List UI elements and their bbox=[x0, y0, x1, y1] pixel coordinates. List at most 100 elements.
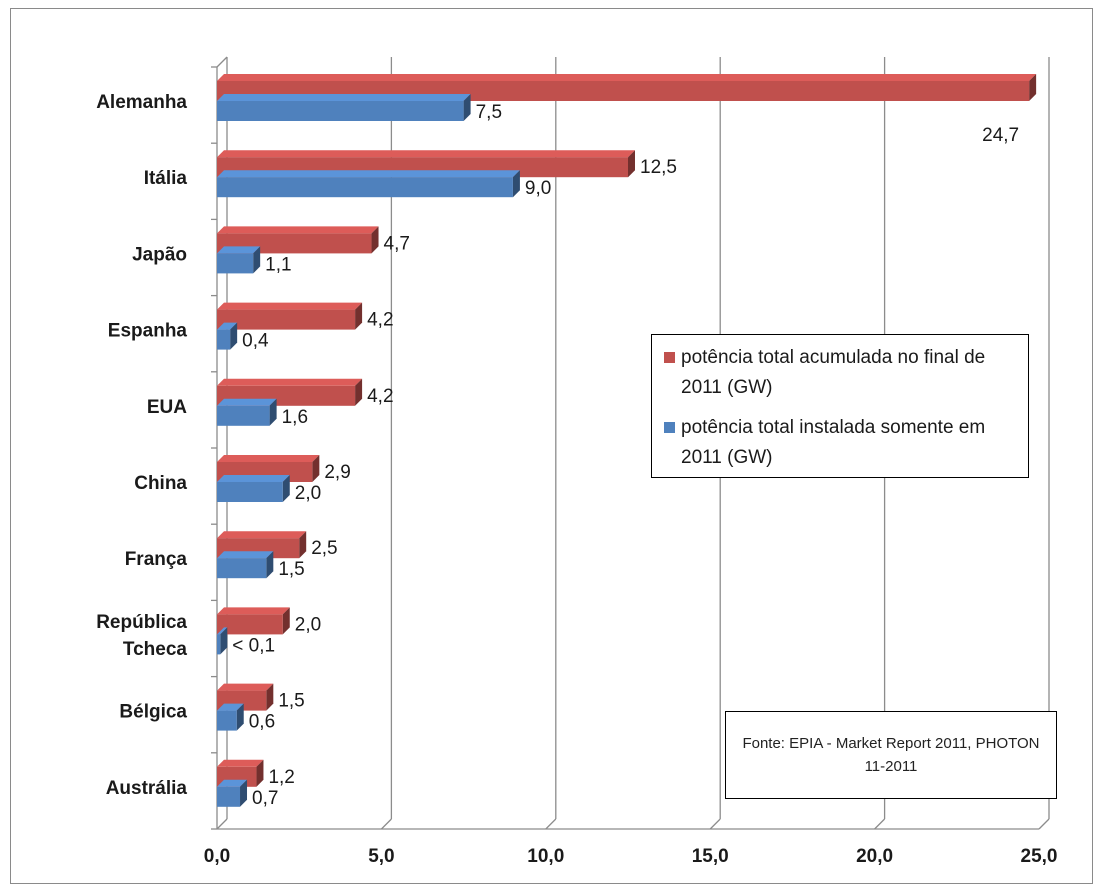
category-label: Austrália bbox=[106, 778, 188, 799]
bar-accumulated-top bbox=[217, 378, 363, 386]
bar-accumulated-side bbox=[355, 378, 363, 406]
bar-installed bbox=[217, 558, 267, 579]
category-label: Tcheca bbox=[123, 639, 188, 660]
bar-installed-top bbox=[217, 322, 238, 330]
bar-installed-top bbox=[217, 398, 277, 406]
data-label-accumulated: 1,2 bbox=[268, 767, 294, 788]
bar-accumulated-top bbox=[217, 531, 307, 539]
data-label-accumulated: 4,7 bbox=[384, 233, 410, 254]
category-label: Bélgica bbox=[119, 702, 187, 723]
bar-installed-side bbox=[236, 703, 244, 731]
bar-accumulated-side bbox=[282, 607, 290, 635]
x-tick-label: 0,0 bbox=[204, 846, 230, 867]
source-text: Fonte: EPIA - Market Report 2011, PHOTON… bbox=[742, 735, 1040, 775]
bar-accumulated-top bbox=[217, 150, 635, 158]
category-label: França bbox=[125, 549, 188, 570]
bar-installed bbox=[217, 253, 254, 274]
data-label-installed: 7,5 bbox=[476, 102, 502, 123]
bar-accumulated-top bbox=[217, 455, 320, 462]
gridline-floor bbox=[709, 818, 721, 830]
source-box: Fonte: EPIA - Market Report 2011, PHOTON… bbox=[725, 711, 1057, 799]
bar-installed-side bbox=[269, 398, 277, 426]
bar-installed bbox=[217, 177, 513, 198]
bar-installed-top bbox=[217, 627, 228, 635]
bar-accumulated-side bbox=[628, 150, 635, 178]
bar-installed-side bbox=[240, 779, 248, 807]
bar-accumulated bbox=[217, 309, 356, 330]
x-tick-label: 25,0 bbox=[1021, 846, 1058, 867]
data-label-installed: 2,0 bbox=[295, 483, 321, 504]
legend-swatch-installed bbox=[664, 422, 675, 433]
bar-installed-side bbox=[512, 170, 520, 198]
gridline-floor bbox=[874, 818, 886, 830]
bar-accumulated-side bbox=[1029, 74, 1037, 101]
category-label: Alemanha bbox=[96, 92, 187, 113]
bar-installed-side bbox=[463, 94, 471, 121]
bar-accumulated-side bbox=[266, 683, 274, 711]
bar-installed bbox=[217, 482, 283, 502]
category-label: República bbox=[96, 612, 187, 633]
bar-installed-top bbox=[217, 170, 520, 178]
bar-accumulated bbox=[217, 614, 283, 635]
category-label: China bbox=[134, 473, 187, 494]
bar-installed-side bbox=[282, 475, 290, 502]
bar-installed-top bbox=[217, 703, 244, 711]
category-label: Itália bbox=[144, 168, 188, 189]
bar-installed bbox=[217, 634, 221, 655]
data-label-accumulated: 4,2 bbox=[367, 386, 393, 407]
bar-installed-top bbox=[217, 779, 248, 787]
data-label-installed: 1,5 bbox=[278, 559, 304, 580]
bar-installed bbox=[217, 710, 237, 731]
data-label-installed: 1,1 bbox=[265, 254, 291, 275]
legend-label-installed: potência total instalada somente em 2011… bbox=[681, 417, 986, 468]
bar-installed-top bbox=[217, 475, 290, 482]
data-label-installed: 0,7 bbox=[252, 788, 278, 809]
data-label-installed: 0,6 bbox=[249, 712, 275, 733]
gridline-floor bbox=[216, 818, 228, 830]
bar-accumulated-top bbox=[217, 226, 379, 234]
x-tick-label: 10,0 bbox=[527, 846, 564, 867]
legend-label-accumulated: potência total acumulada no final de 201… bbox=[681, 347, 986, 398]
x-tick-label: 15,0 bbox=[692, 846, 729, 867]
legend: potência total acumulada no final de 201… bbox=[651, 334, 1029, 478]
gridline-floor bbox=[1038, 818, 1050, 830]
data-label-installed: 1,6 bbox=[282, 407, 308, 428]
gridline-floor bbox=[545, 818, 557, 830]
data-label-installed: 0,4 bbox=[242, 331, 269, 352]
legend-swatch-accumulated bbox=[664, 352, 675, 363]
bar-installed-side bbox=[253, 246, 261, 274]
chart-frame: 0,0 5,0 10,0 15,0 20,0 25,0 24,7 7,5 Alemanha 12,… bbox=[10, 8, 1093, 884]
bar-accumulated-side bbox=[312, 455, 320, 482]
bar-installed bbox=[217, 786, 241, 807]
bar-installed-top bbox=[217, 94, 471, 101]
legend-item-installed: potência total instalada somente em 2011… bbox=[664, 413, 1018, 473]
legend-item-accumulated: potência total acumulada no final de 201… bbox=[664, 343, 1018, 403]
bar-accumulated-top bbox=[217, 759, 264, 767]
data-label-accumulated: 24,7 bbox=[982, 125, 1019, 146]
data-label-accumulated: 1,5 bbox=[278, 691, 304, 712]
bar-installed bbox=[217, 405, 270, 426]
data-label-accumulated: 12,5 bbox=[640, 157, 677, 178]
category-label: EUA bbox=[147, 397, 187, 418]
x-tick-label: 5,0 bbox=[368, 846, 394, 867]
data-label-accumulated: 2,9 bbox=[324, 462, 350, 483]
bar-accumulated-side bbox=[371, 226, 379, 254]
bar-installed-side bbox=[220, 627, 228, 655]
data-label-installed: < 0,1 bbox=[232, 635, 275, 656]
category-label: Japão bbox=[132, 244, 187, 265]
bar-accumulated-side bbox=[299, 531, 307, 559]
gridline-floor bbox=[380, 818, 392, 830]
data-label-installed: 9,0 bbox=[525, 178, 551, 199]
data-label-accumulated: 2,5 bbox=[311, 538, 337, 559]
data-label-accumulated: 2,0 bbox=[295, 614, 321, 635]
bar-installed-side bbox=[266, 551, 274, 579]
bar-accumulated-side bbox=[256, 759, 264, 787]
bar-installed-side bbox=[230, 322, 238, 350]
bar-accumulated-top bbox=[217, 74, 1037, 81]
bar-installed-top bbox=[217, 246, 261, 254]
y-axis-top-depth bbox=[216, 56, 228, 68]
bar-accumulated-top bbox=[217, 302, 363, 310]
bar-installed-top bbox=[217, 551, 274, 559]
bar-accumulated-top bbox=[217, 607, 290, 615]
data-label-accumulated: 4,2 bbox=[367, 310, 393, 331]
